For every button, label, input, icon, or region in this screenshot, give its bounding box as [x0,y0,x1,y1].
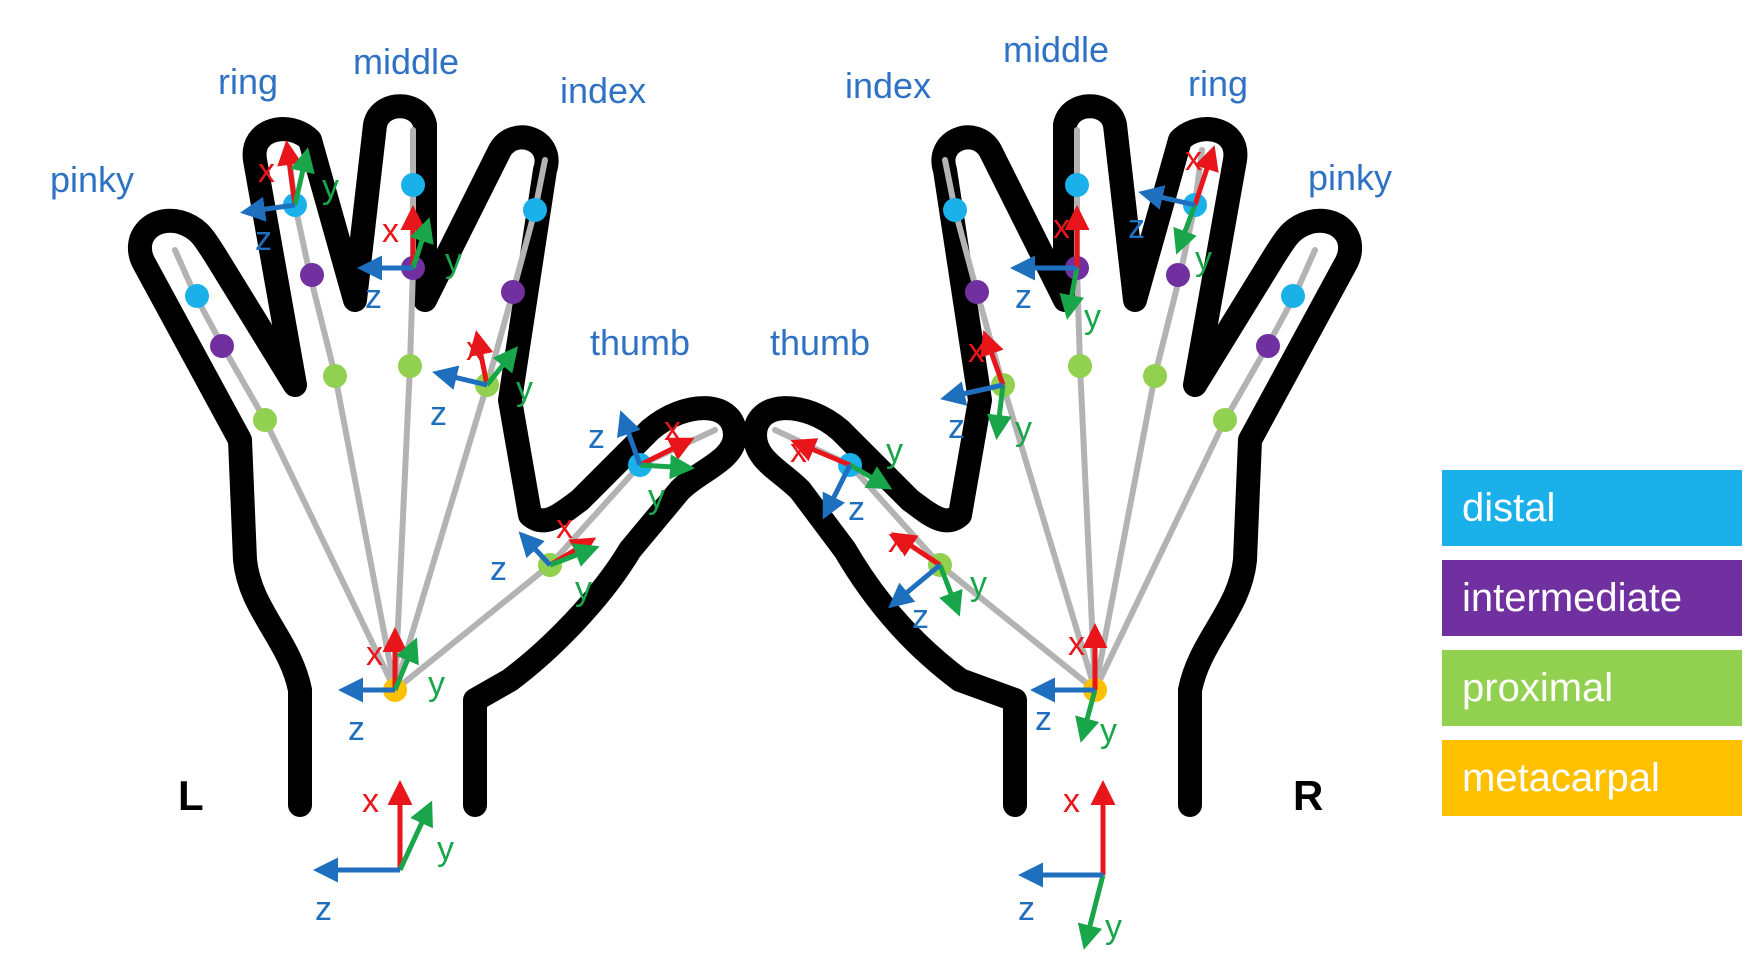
axis-y-label: y [648,478,665,516]
axis-y-label: y [1105,908,1122,946]
axis-z-label: z [848,490,865,528]
axis-y-label: y [516,370,533,408]
right-hand-axes [790,145,1219,950]
joint-intermediate [210,334,234,358]
axis-x-label: x [1063,782,1080,820]
joint-distal [1281,284,1305,308]
right-pinky-label: pinky [1308,157,1392,198]
legend-distal: distal [1442,470,1742,546]
right-axis-letters: x y z x y z x y z x y z x y z x y z x y … [790,140,1212,946]
axis-z-label: z [1035,700,1052,738]
legend-proximal: proximal [1442,650,1742,726]
right-thumb-label: thumb [770,322,870,363]
joint-intermediate [300,263,324,287]
axis-z-label: z [255,220,272,258]
legend-metacarpal: metacarpal [1442,740,1742,816]
right-hand-joints [838,173,1305,702]
left-ring-label: ring [218,61,278,102]
axis-x-label: x [888,522,905,560]
joint-intermediate [501,280,525,304]
axis-x-label: x [968,332,985,370]
axis-z-label: z [588,418,605,456]
joint-distal [401,173,425,197]
joint-distal [523,198,547,222]
joint-intermediate [1166,263,1190,287]
joint-distal [943,198,967,222]
joint-proximal [1068,354,1092,378]
axis-y-label: y [575,570,592,608]
axis-y-label: y [1100,712,1117,750]
legend-intermediate-label: intermediate [1462,575,1683,620]
left-pinky-label: pinky [50,159,134,200]
axis-y-label: y [322,168,339,206]
left-thumb-label: thumb [590,322,690,363]
axis-x-label: x [1068,625,1085,663]
axis-y-label: y [1015,410,1032,448]
right-ring-label: ring [1188,63,1248,104]
right-hand-side-label: R [1293,772,1323,819]
legend-proximal-label: proximal [1462,665,1614,710]
axis-y-label: y [1084,298,1101,336]
axis-z-label: z [948,408,965,446]
joint-proximal [398,354,422,378]
joint-proximal [1143,364,1167,388]
axis-x-label: x [362,782,379,820]
joint-proximal [1213,408,1237,432]
axis-z-label: z [430,395,447,433]
left-hand: x y z x y z x y z x y z x y z x y z x y … [50,41,747,928]
axis-x-label: x [556,508,573,546]
left-hand-outline [128,94,747,817]
left-hand-side-label: L [178,772,204,819]
axis-z-label: z [912,598,929,636]
left-hand-axes [240,140,695,883]
axis-x-label: x [382,212,399,250]
left-hand-joints [185,173,652,702]
axis-z-label: z [315,890,332,928]
legend-intermediate: intermediate [1442,560,1742,636]
axis-x-label: x [366,635,383,673]
axis-z-label: z [1015,278,1032,316]
axis-z-label: z [348,710,365,748]
axis-z-label: z [365,278,382,316]
joint-proximal [253,408,277,432]
axis-z-label: z [1128,208,1145,246]
left-middle-label: middle [353,41,459,82]
joint-proximal [323,364,347,388]
joint-intermediate [1256,334,1280,358]
axis-x-label: x [790,432,807,470]
axis-y-label: y [445,242,462,280]
axis-x-label: x [466,330,483,368]
joint-intermediate [965,280,989,304]
axis-y-label: y [970,565,987,603]
axis-x-label: x [1053,208,1070,246]
axis-x-label: x [258,152,275,190]
right-hand-outline [743,94,1362,817]
joint-distal [185,284,209,308]
axis-y-label: y [437,830,454,868]
axis-z-label: z [490,550,507,588]
axis-y-label: y [1195,240,1212,278]
axis-x-label: x [664,410,681,448]
legend-distal-label: distal [1462,485,1556,530]
legend-metacarpal-label: metacarpal [1462,755,1660,800]
right-index-label: index [845,65,931,106]
axis-x-label: x [1185,140,1202,178]
right-middle-label: middle [1003,29,1109,70]
axis-y-label: y [886,432,903,470]
left-axis-letters: x y z x y z x y z x y z x y z x y z x y … [255,152,681,928]
bone-legend: distal intermediate proximal metacarpal [1442,470,1742,830]
left-index-label: index [560,70,646,111]
axis-y-label: y [428,665,445,703]
joint-distal [1065,173,1089,197]
right-hand: x y z x y z x y z x y z x y z x y z x y … [743,29,1392,950]
axis-z-label: z [1018,890,1035,928]
